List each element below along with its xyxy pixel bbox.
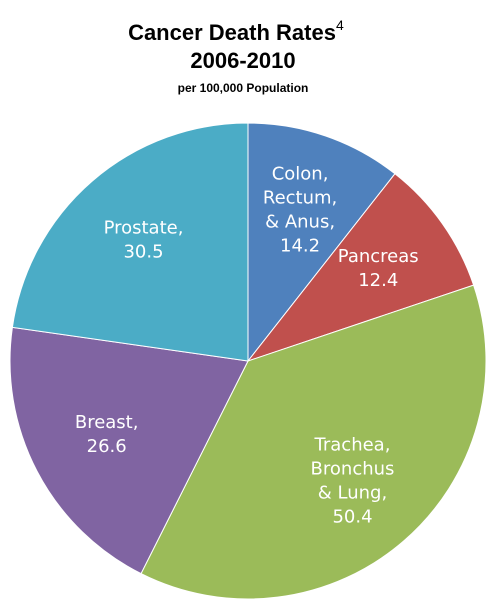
slice-label: Trachea, Bronchus & Lung, 50.4 (311, 434, 395, 527)
slice-label-category: Trachea, (314, 434, 391, 455)
pie-slice (9, 326, 249, 575)
pie-slice (246, 173, 475, 363)
slice-label: Prostate, 30.5 (104, 218, 184, 263)
slice-label-value: 26.6 (87, 436, 127, 457)
pie-slice (11, 122, 249, 362)
chart-subtitle: per 100,000 Population (178, 81, 309, 95)
slice-label: Breast, 26.6 (75, 412, 139, 457)
slice-label: Colon, Rectum, & Anus, 14.2 (263, 163, 337, 256)
slice-label-category: Colon, (272, 163, 329, 184)
slice-label: Pancreas 12.4 (338, 246, 419, 291)
slice-label-category: & Lung, (318, 482, 387, 503)
slice-label-category: Prostate, (104, 218, 184, 239)
slice-label-category: Breast, (75, 412, 139, 433)
chart-period: 2006-2010 (190, 48, 295, 73)
slice-label-category: & Anus, (265, 211, 335, 232)
slice-label-value: 30.5 (123, 242, 163, 263)
slice-label-category: Bronchus (311, 458, 395, 479)
pie-slice (247, 122, 396, 363)
slice-label-value: 50.4 (332, 506, 372, 527)
title-note: 4 (336, 17, 344, 33)
slice-label-category: Rectum, (263, 187, 337, 208)
slice-label-value: 14.2 (280, 235, 320, 256)
slice-label-value: 12.4 (358, 270, 398, 291)
slice-label-category: Pancreas (338, 246, 419, 267)
chart-title: Cancer Death Rates (128, 20, 336, 45)
